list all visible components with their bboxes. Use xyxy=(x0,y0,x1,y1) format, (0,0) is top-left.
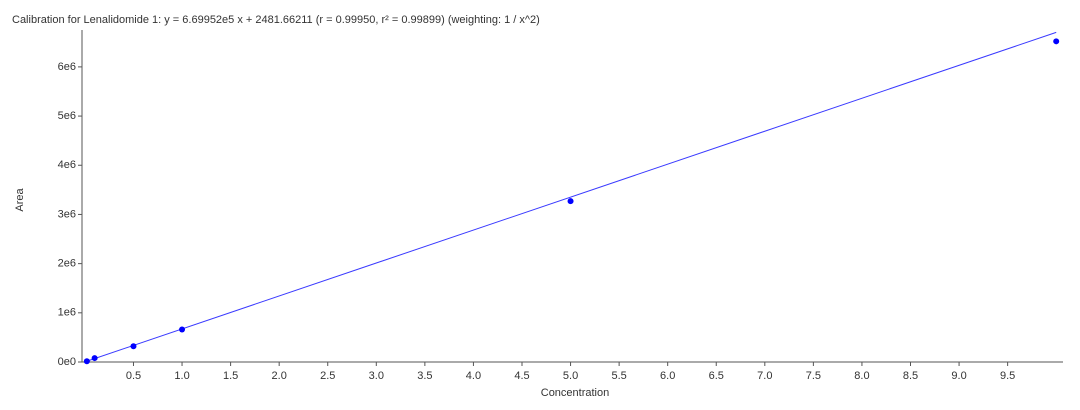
x-tick-label: 2.0 xyxy=(272,370,287,382)
x-tick-label: 9.5 xyxy=(1000,370,1015,382)
y-tick-label: 6e6 xyxy=(58,61,76,73)
x-tick-label: 1.5 xyxy=(223,370,238,382)
x-tick-label: 9.0 xyxy=(951,370,966,382)
data-point xyxy=(1053,38,1060,45)
x-tick-label: 6.5 xyxy=(709,370,724,382)
data-point xyxy=(83,358,90,365)
y-tick-label: 1e6 xyxy=(58,307,76,319)
x-tick-label: 5.5 xyxy=(611,370,626,382)
x-tick-label: 0.5 xyxy=(126,370,141,382)
x-tick-label: 4.0 xyxy=(466,370,481,382)
y-tick-label: 0e0 xyxy=(58,356,76,368)
y-axis-label: Area xyxy=(14,188,26,212)
x-tick-label: 5.0 xyxy=(563,370,578,382)
x-axis-label: Concentration xyxy=(541,387,610,399)
x-tick-label: 4.5 xyxy=(514,370,529,382)
data-point xyxy=(91,355,98,362)
y-tick-label: 2e6 xyxy=(58,258,76,270)
x-tick-label: 8.5 xyxy=(903,370,918,382)
y-tick-label: 5e6 xyxy=(58,110,76,122)
x-tick-label: 6.0 xyxy=(660,370,675,382)
chart-title: Calibration for Lenalidomide 1: y = 6.69… xyxy=(12,14,540,26)
fit-line xyxy=(84,31,1057,363)
y-tick-label: 4e6 xyxy=(58,159,76,171)
x-tick-label: 8.0 xyxy=(854,370,869,382)
x-tick-label: 2.5 xyxy=(320,370,335,382)
data-point xyxy=(179,326,186,333)
data-point xyxy=(567,198,574,205)
x-tick-label: 1.0 xyxy=(174,370,189,382)
x-tick-label: 3.0 xyxy=(369,370,384,382)
data-point xyxy=(130,343,137,350)
x-tick-label: 3.5 xyxy=(417,370,432,382)
x-tick-label: 7.5 xyxy=(806,370,821,382)
x-tick-label: 7.0 xyxy=(757,370,772,382)
y-tick-label: 3e6 xyxy=(58,208,76,220)
